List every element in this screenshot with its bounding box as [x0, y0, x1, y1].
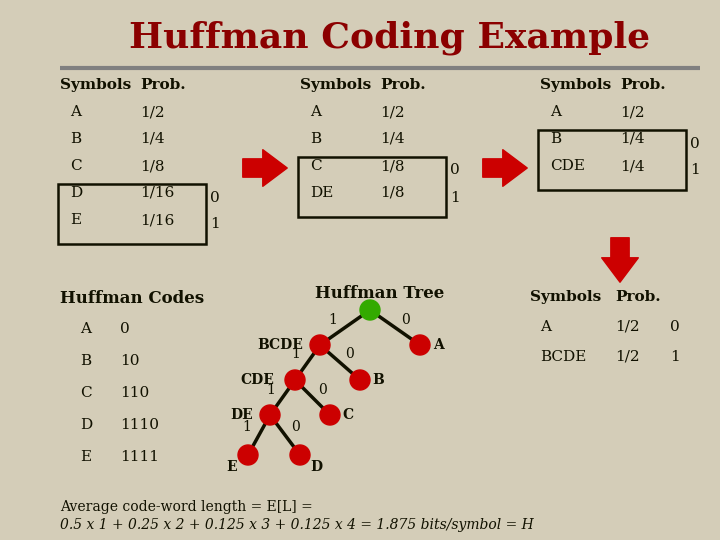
Text: 1: 1	[210, 218, 220, 232]
Circle shape	[310, 335, 330, 355]
Circle shape	[290, 445, 310, 465]
Text: DE: DE	[310, 186, 333, 200]
Text: 1110: 1110	[120, 418, 159, 432]
Text: 1/8: 1/8	[140, 159, 164, 173]
Text: 0: 0	[690, 137, 700, 151]
Text: Symbols: Symbols	[300, 78, 372, 92]
Text: Symbols: Symbols	[540, 78, 611, 92]
Text: Prob.: Prob.	[140, 78, 186, 92]
Text: A: A	[540, 320, 551, 334]
Text: 1/4: 1/4	[140, 132, 165, 146]
Text: CDE: CDE	[240, 373, 274, 387]
Text: Huffman Codes: Huffman Codes	[60, 290, 204, 307]
Text: 1/4: 1/4	[620, 132, 644, 146]
Text: 1: 1	[328, 313, 338, 327]
Circle shape	[410, 335, 430, 355]
Text: 1/4: 1/4	[620, 159, 644, 173]
Text: Symbols: Symbols	[60, 78, 131, 92]
Text: 1/8: 1/8	[380, 159, 405, 173]
Text: E: E	[80, 450, 91, 464]
Circle shape	[350, 370, 370, 390]
Text: C: C	[70, 159, 81, 173]
Text: 0: 0	[450, 164, 460, 178]
Text: Huffman Coding Example: Huffman Coding Example	[130, 21, 651, 55]
Text: 1/16: 1/16	[140, 186, 174, 200]
Circle shape	[285, 370, 305, 390]
Circle shape	[238, 445, 258, 465]
Text: Prob.: Prob.	[615, 290, 661, 304]
Text: BCDE: BCDE	[540, 350, 586, 364]
Text: Prob.: Prob.	[380, 78, 426, 92]
Text: 0: 0	[120, 322, 130, 336]
Text: 1/16: 1/16	[140, 213, 174, 227]
Text: BCDE: BCDE	[257, 338, 303, 352]
Text: A: A	[80, 322, 91, 336]
Text: A: A	[550, 105, 561, 119]
Text: 1: 1	[670, 350, 680, 364]
Text: C: C	[80, 386, 91, 400]
Text: 1/2: 1/2	[620, 105, 644, 119]
Circle shape	[360, 300, 380, 320]
Text: 1/2: 1/2	[615, 350, 639, 364]
Text: 1/8: 1/8	[380, 186, 405, 200]
Text: 1: 1	[450, 191, 460, 205]
Text: 10: 10	[120, 354, 140, 368]
Text: 1: 1	[291, 348, 300, 361]
Text: 1/2: 1/2	[140, 105, 165, 119]
Text: 0.5 x 1 + 0.25 x 2 + 0.125 x 3 + 0.125 x 4 = 1.875 bits/symbol = H: 0.5 x 1 + 0.25 x 2 + 0.125 x 3 + 0.125 x…	[60, 518, 534, 532]
Text: Huffman Tree: Huffman Tree	[315, 285, 445, 302]
Text: 0: 0	[318, 382, 327, 396]
Bar	[58, 184, 206, 244]
Text: B: B	[80, 354, 91, 368]
Bar	[298, 157, 446, 217]
Bar	[538, 130, 686, 190]
Text: 1/2: 1/2	[615, 320, 639, 334]
Text: D: D	[310, 460, 322, 474]
Text: C: C	[343, 408, 354, 422]
Text: DE: DE	[230, 408, 253, 422]
Text: B: B	[550, 132, 561, 146]
Text: 1: 1	[243, 420, 251, 434]
Text: Prob.: Prob.	[620, 78, 665, 92]
Text: 0: 0	[210, 191, 220, 205]
Text: E: E	[70, 213, 81, 227]
Text: D: D	[70, 186, 82, 200]
Text: CDE: CDE	[550, 159, 585, 173]
Circle shape	[260, 405, 280, 425]
Text: 0: 0	[670, 320, 680, 334]
Text: Symbols: Symbols	[530, 290, 601, 304]
Text: Average code-word length = E[L] =: Average code-word length = E[L] =	[60, 500, 312, 514]
Text: B: B	[310, 132, 321, 146]
Text: 1111: 1111	[120, 450, 159, 464]
Circle shape	[320, 405, 340, 425]
Text: D: D	[80, 418, 92, 432]
Text: 1: 1	[690, 164, 700, 178]
Text: 1/2: 1/2	[380, 105, 405, 119]
Text: A: A	[70, 105, 81, 119]
Text: A: A	[433, 338, 444, 352]
Text: B: B	[372, 373, 384, 387]
Text: C: C	[310, 159, 322, 173]
Text: A: A	[310, 105, 321, 119]
Text: 1/4: 1/4	[380, 132, 405, 146]
Text: 110: 110	[120, 386, 149, 400]
Text: E: E	[227, 460, 238, 474]
Text: 1: 1	[266, 382, 275, 396]
Text: 0: 0	[346, 348, 354, 361]
Text: 0: 0	[291, 420, 300, 434]
Text: B: B	[70, 132, 81, 146]
Text: 0: 0	[400, 313, 410, 327]
